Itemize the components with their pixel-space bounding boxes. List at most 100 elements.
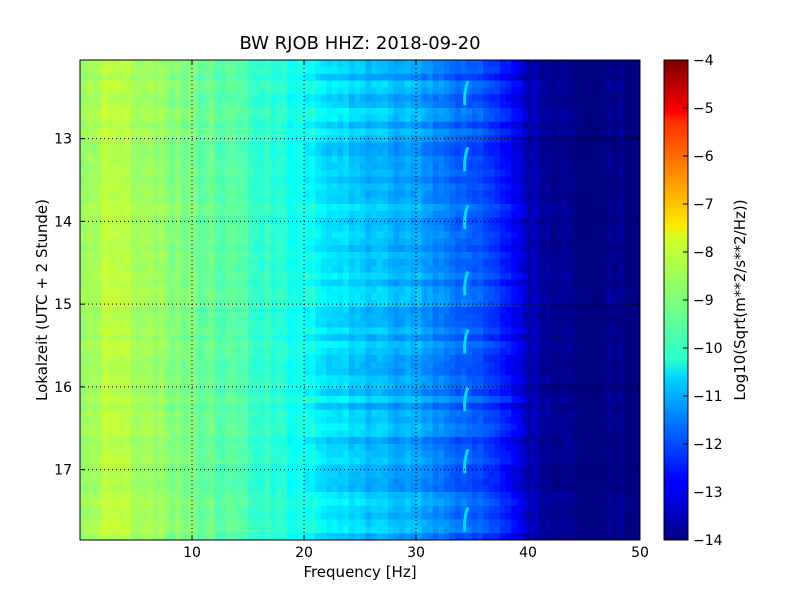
heatmap-cell bbox=[158, 121, 165, 130]
heatmap-cell bbox=[147, 300, 154, 308]
heatmap-cell bbox=[147, 258, 154, 267]
heatmap-cell bbox=[298, 368, 305, 377]
heatmap-cell bbox=[276, 320, 283, 329]
heatmap-cell bbox=[147, 245, 154, 253]
heatmap-cell bbox=[180, 169, 187, 178]
heatmap-cell bbox=[225, 128, 232, 137]
heatmap-cell bbox=[432, 114, 439, 123]
heatmap-cell bbox=[80, 306, 87, 315]
heatmap-cell bbox=[287, 348, 294, 356]
heatmap-cell bbox=[208, 389, 215, 397]
heatmap-cell bbox=[589, 231, 596, 239]
heatmap-cell bbox=[326, 300, 333, 308]
heatmap-cell bbox=[393, 286, 400, 294]
heatmap-cell bbox=[309, 252, 316, 260]
heatmap-cell bbox=[438, 66, 445, 75]
heatmap-cell bbox=[500, 128, 507, 137]
heatmap-cell bbox=[365, 361, 372, 370]
heatmap-cell bbox=[298, 272, 305, 281]
heatmap-cell bbox=[371, 389, 378, 397]
heatmap-cell bbox=[276, 217, 283, 226]
heatmap-cell bbox=[421, 382, 428, 390]
heatmap-cell bbox=[539, 258, 546, 267]
heatmap-cell bbox=[421, 368, 428, 377]
heatmap-cell bbox=[460, 190, 467, 198]
heatmap-cell bbox=[410, 313, 417, 322]
heatmap-cell bbox=[96, 231, 103, 239]
heatmap-cell bbox=[197, 354, 204, 363]
heatmap-cell bbox=[477, 121, 484, 130]
heatmap-cell bbox=[382, 183, 389, 191]
heatmap-cell bbox=[309, 60, 316, 68]
heatmap-cell bbox=[242, 231, 249, 239]
heatmap-cell bbox=[466, 258, 473, 267]
heatmap-cell bbox=[589, 73, 596, 82]
heatmap-cell bbox=[220, 162, 227, 171]
heatmap-cell bbox=[281, 286, 288, 294]
heatmap-cell bbox=[466, 204, 473, 212]
heatmap-cell bbox=[354, 108, 361, 116]
heatmap-cell bbox=[438, 279, 445, 287]
heatmap-cell bbox=[488, 87, 495, 95]
heatmap-cell bbox=[584, 210, 591, 219]
heatmap-cell bbox=[147, 149, 154, 157]
heatmap-cell bbox=[427, 169, 434, 178]
heatmap-cell bbox=[326, 169, 333, 178]
heatmap-cell bbox=[528, 258, 535, 267]
heatmap-cell bbox=[337, 258, 344, 267]
heatmap-cell bbox=[399, 60, 406, 68]
heatmap-cell bbox=[488, 375, 495, 383]
heatmap-cell bbox=[371, 279, 378, 287]
heatmap-cell bbox=[572, 272, 579, 281]
heatmap-cell bbox=[444, 169, 451, 178]
heatmap-cell bbox=[102, 135, 109, 143]
heatmap-cell bbox=[572, 210, 579, 219]
heatmap-cell bbox=[623, 354, 630, 363]
heatmap-cell bbox=[365, 306, 372, 315]
heatmap-cell bbox=[494, 231, 501, 239]
heatmap-cell bbox=[500, 293, 507, 301]
heatmap-cell bbox=[376, 135, 383, 143]
heatmap-cell bbox=[382, 80, 389, 89]
heatmap-cell bbox=[175, 176, 182, 185]
heatmap-cell bbox=[466, 334, 473, 342]
heatmap-cell bbox=[264, 320, 271, 329]
heatmap-cell bbox=[136, 149, 143, 157]
heatmap-cell bbox=[572, 66, 579, 75]
heatmap-cell bbox=[399, 224, 406, 233]
heatmap-cell bbox=[309, 224, 316, 233]
heatmap-cell bbox=[180, 245, 187, 253]
heatmap-cell bbox=[634, 162, 640, 171]
heatmap-cell bbox=[304, 217, 311, 226]
heatmap-cell bbox=[130, 361, 137, 370]
heatmap-cell bbox=[427, 245, 434, 253]
heatmap-cell bbox=[332, 204, 339, 212]
heatmap-cell bbox=[617, 162, 624, 171]
heatmap-cell bbox=[192, 354, 199, 363]
heatmap-cell bbox=[304, 306, 311, 315]
heatmap-cell bbox=[264, 60, 271, 68]
heatmap-cell bbox=[634, 169, 640, 178]
heatmap-cell bbox=[533, 341, 540, 349]
heatmap-cell bbox=[264, 183, 271, 191]
heatmap-cell bbox=[578, 293, 585, 301]
heatmap-cell bbox=[511, 368, 518, 377]
heatmap-cell bbox=[432, 306, 439, 315]
heatmap-cell bbox=[427, 197, 434, 205]
heatmap-cell bbox=[315, 238, 322, 246]
heatmap-cell bbox=[253, 320, 260, 329]
heatmap-cell bbox=[169, 156, 176, 164]
heatmap-cell bbox=[270, 354, 277, 363]
heatmap-cell bbox=[449, 114, 456, 123]
heatmap-cell bbox=[158, 368, 165, 377]
heatmap-cell bbox=[337, 265, 344, 274]
heatmap-cell bbox=[85, 204, 92, 212]
heatmap-cell bbox=[332, 279, 339, 287]
heatmap-cell bbox=[152, 382, 159, 390]
heatmap-cell bbox=[399, 149, 406, 157]
heatmap-cell bbox=[589, 258, 596, 267]
heatmap-cell bbox=[388, 368, 395, 377]
heatmap-cell bbox=[600, 135, 607, 143]
heatmap-cell bbox=[399, 279, 406, 287]
heatmap-cell bbox=[85, 87, 92, 95]
